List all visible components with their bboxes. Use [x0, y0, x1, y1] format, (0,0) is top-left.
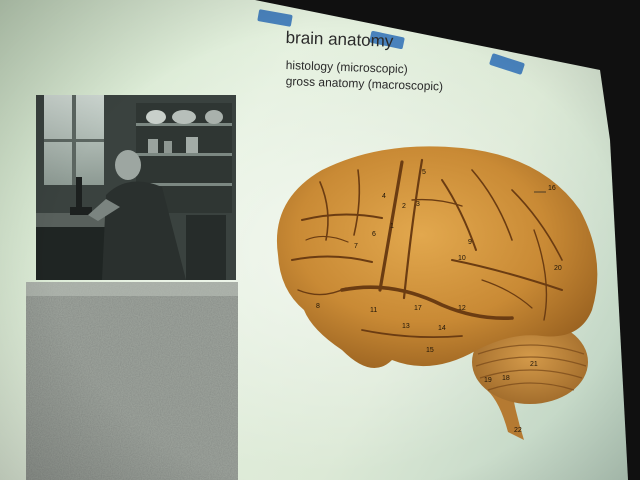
- brain-region-label-10: 10: [458, 255, 466, 262]
- brain-region-label-20: 20: [554, 265, 562, 272]
- scientist-at-microscope-image: [36, 95, 236, 280]
- brain-region-label-6: 6: [372, 231, 376, 238]
- brain-region-label-3: 3: [416, 201, 420, 208]
- slide-subtitle-histology: histology (microscopic): [285, 58, 408, 77]
- slide-title: brain anatomy: [285, 28, 394, 51]
- brain-photo: 1 2 3 4 5 6 7 8 9 10 11 12 13 14 15 16 17 18 19 20 21 22: [262, 140, 602, 445]
- slide-subtitle-gross-anatomy: gross anatomy (macroscopic): [285, 74, 444, 94]
- brain-region-label-5: 5: [422, 169, 426, 176]
- brain-region-label-16: 16: [548, 185, 556, 192]
- histology-micrograph: [26, 282, 238, 480]
- brain-region-label-21: 21: [530, 361, 538, 368]
- tape-strip-left: [257, 9, 293, 27]
- brain-region-label-14: 14: [438, 325, 446, 332]
- brain-region-label-9: 9: [468, 239, 472, 246]
- brain-region-label-4: 4: [382, 193, 386, 200]
- brain-region-label-18: 18: [502, 375, 510, 382]
- brain-region-label-15: 15: [426, 347, 434, 354]
- brain-region-label-17: 17: [414, 305, 422, 312]
- tissue-texture-image: [26, 282, 238, 480]
- brain-region-label-8: 8: [316, 303, 320, 310]
- brain-region-label-22: 22: [514, 427, 522, 434]
- brain-region-label-2: 2: [402, 203, 406, 210]
- brain-region-label-19: 19: [484, 377, 492, 384]
- brain-region-label-11: 11: [370, 307, 377, 314]
- brain-region-label-7: 7: [354, 243, 358, 250]
- brain-region-label-13: 13: [402, 323, 410, 330]
- tape-strip-right: [488, 53, 526, 75]
- scientist-photo: [36, 95, 236, 280]
- brain-region-label-12: 12: [458, 305, 466, 312]
- brain-region-label-1: 1: [390, 223, 394, 230]
